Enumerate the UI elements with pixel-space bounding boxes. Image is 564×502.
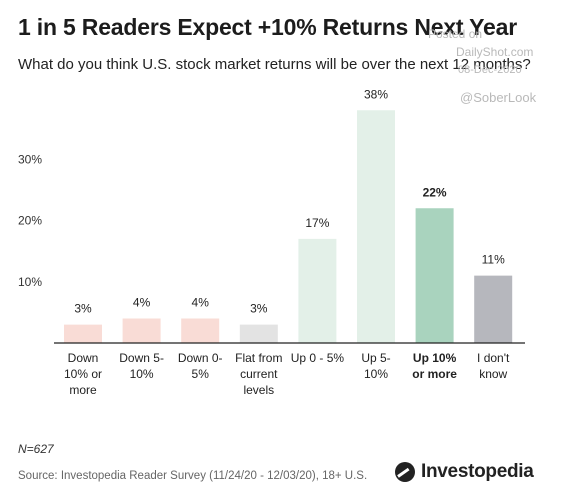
category-label: Up 5-10% (361, 351, 390, 381)
investopedia-logo-text: Investopedia (421, 461, 534, 482)
data-label: 4% (192, 296, 210, 310)
category-label: Up 0 - 5% (291, 351, 345, 365)
data-label: 3% (74, 302, 92, 316)
watermark-posted: Posted on (428, 27, 483, 41)
chart-subtitle: What do you think U.S. stock market retu… (18, 56, 531, 73)
watermark-handle: @SoberLook (460, 90, 537, 105)
data-label: 3% (250, 302, 268, 316)
data-label: 4% (133, 296, 151, 310)
bar (357, 110, 395, 343)
investopedia-logo-icon (395, 462, 415, 482)
bar (122, 318, 161, 343)
category-label: Down 5-10% (119, 351, 164, 381)
chart-title: 1 in 5 Readers Expect +10% Returns Next … (18, 14, 517, 40)
y-tick-label: 10% (18, 275, 42, 289)
category-label: Flat from current levels (235, 351, 282, 397)
watermark-date: 08-Dec-2020 (458, 64, 522, 76)
bar (181, 318, 220, 343)
y-tick-label: 30% (18, 152, 42, 166)
data-label: 11% (482, 253, 505, 267)
bar (239, 324, 278, 343)
bar (298, 238, 337, 343)
bar-chart: 10% 20% 30% 3% Down 10% or more 4% Down 5-10% 4% D… (18, 87, 525, 397)
source-note: Source: Investopedia Reader Survey (11/2… (18, 470, 368, 482)
y-tick-label: 20% (18, 214, 42, 228)
bar (474, 275, 513, 343)
investopedia-logo: Investopedia (395, 461, 534, 483)
bar (64, 324, 102, 343)
watermark-site: DailyShot.com (456, 45, 534, 59)
data-label: 17% (305, 216, 329, 230)
category-label: Down 0-5% (178, 351, 223, 381)
category-label: Up 10% or more (412, 351, 457, 381)
category-label: Down 10% or more (64, 351, 102, 397)
sample-size-note: N=627 (18, 442, 54, 456)
data-label: 38% (364, 87, 388, 101)
data-label: 22% (423, 185, 447, 199)
bar (415, 208, 454, 343)
category-label: I don't know (477, 351, 510, 381)
